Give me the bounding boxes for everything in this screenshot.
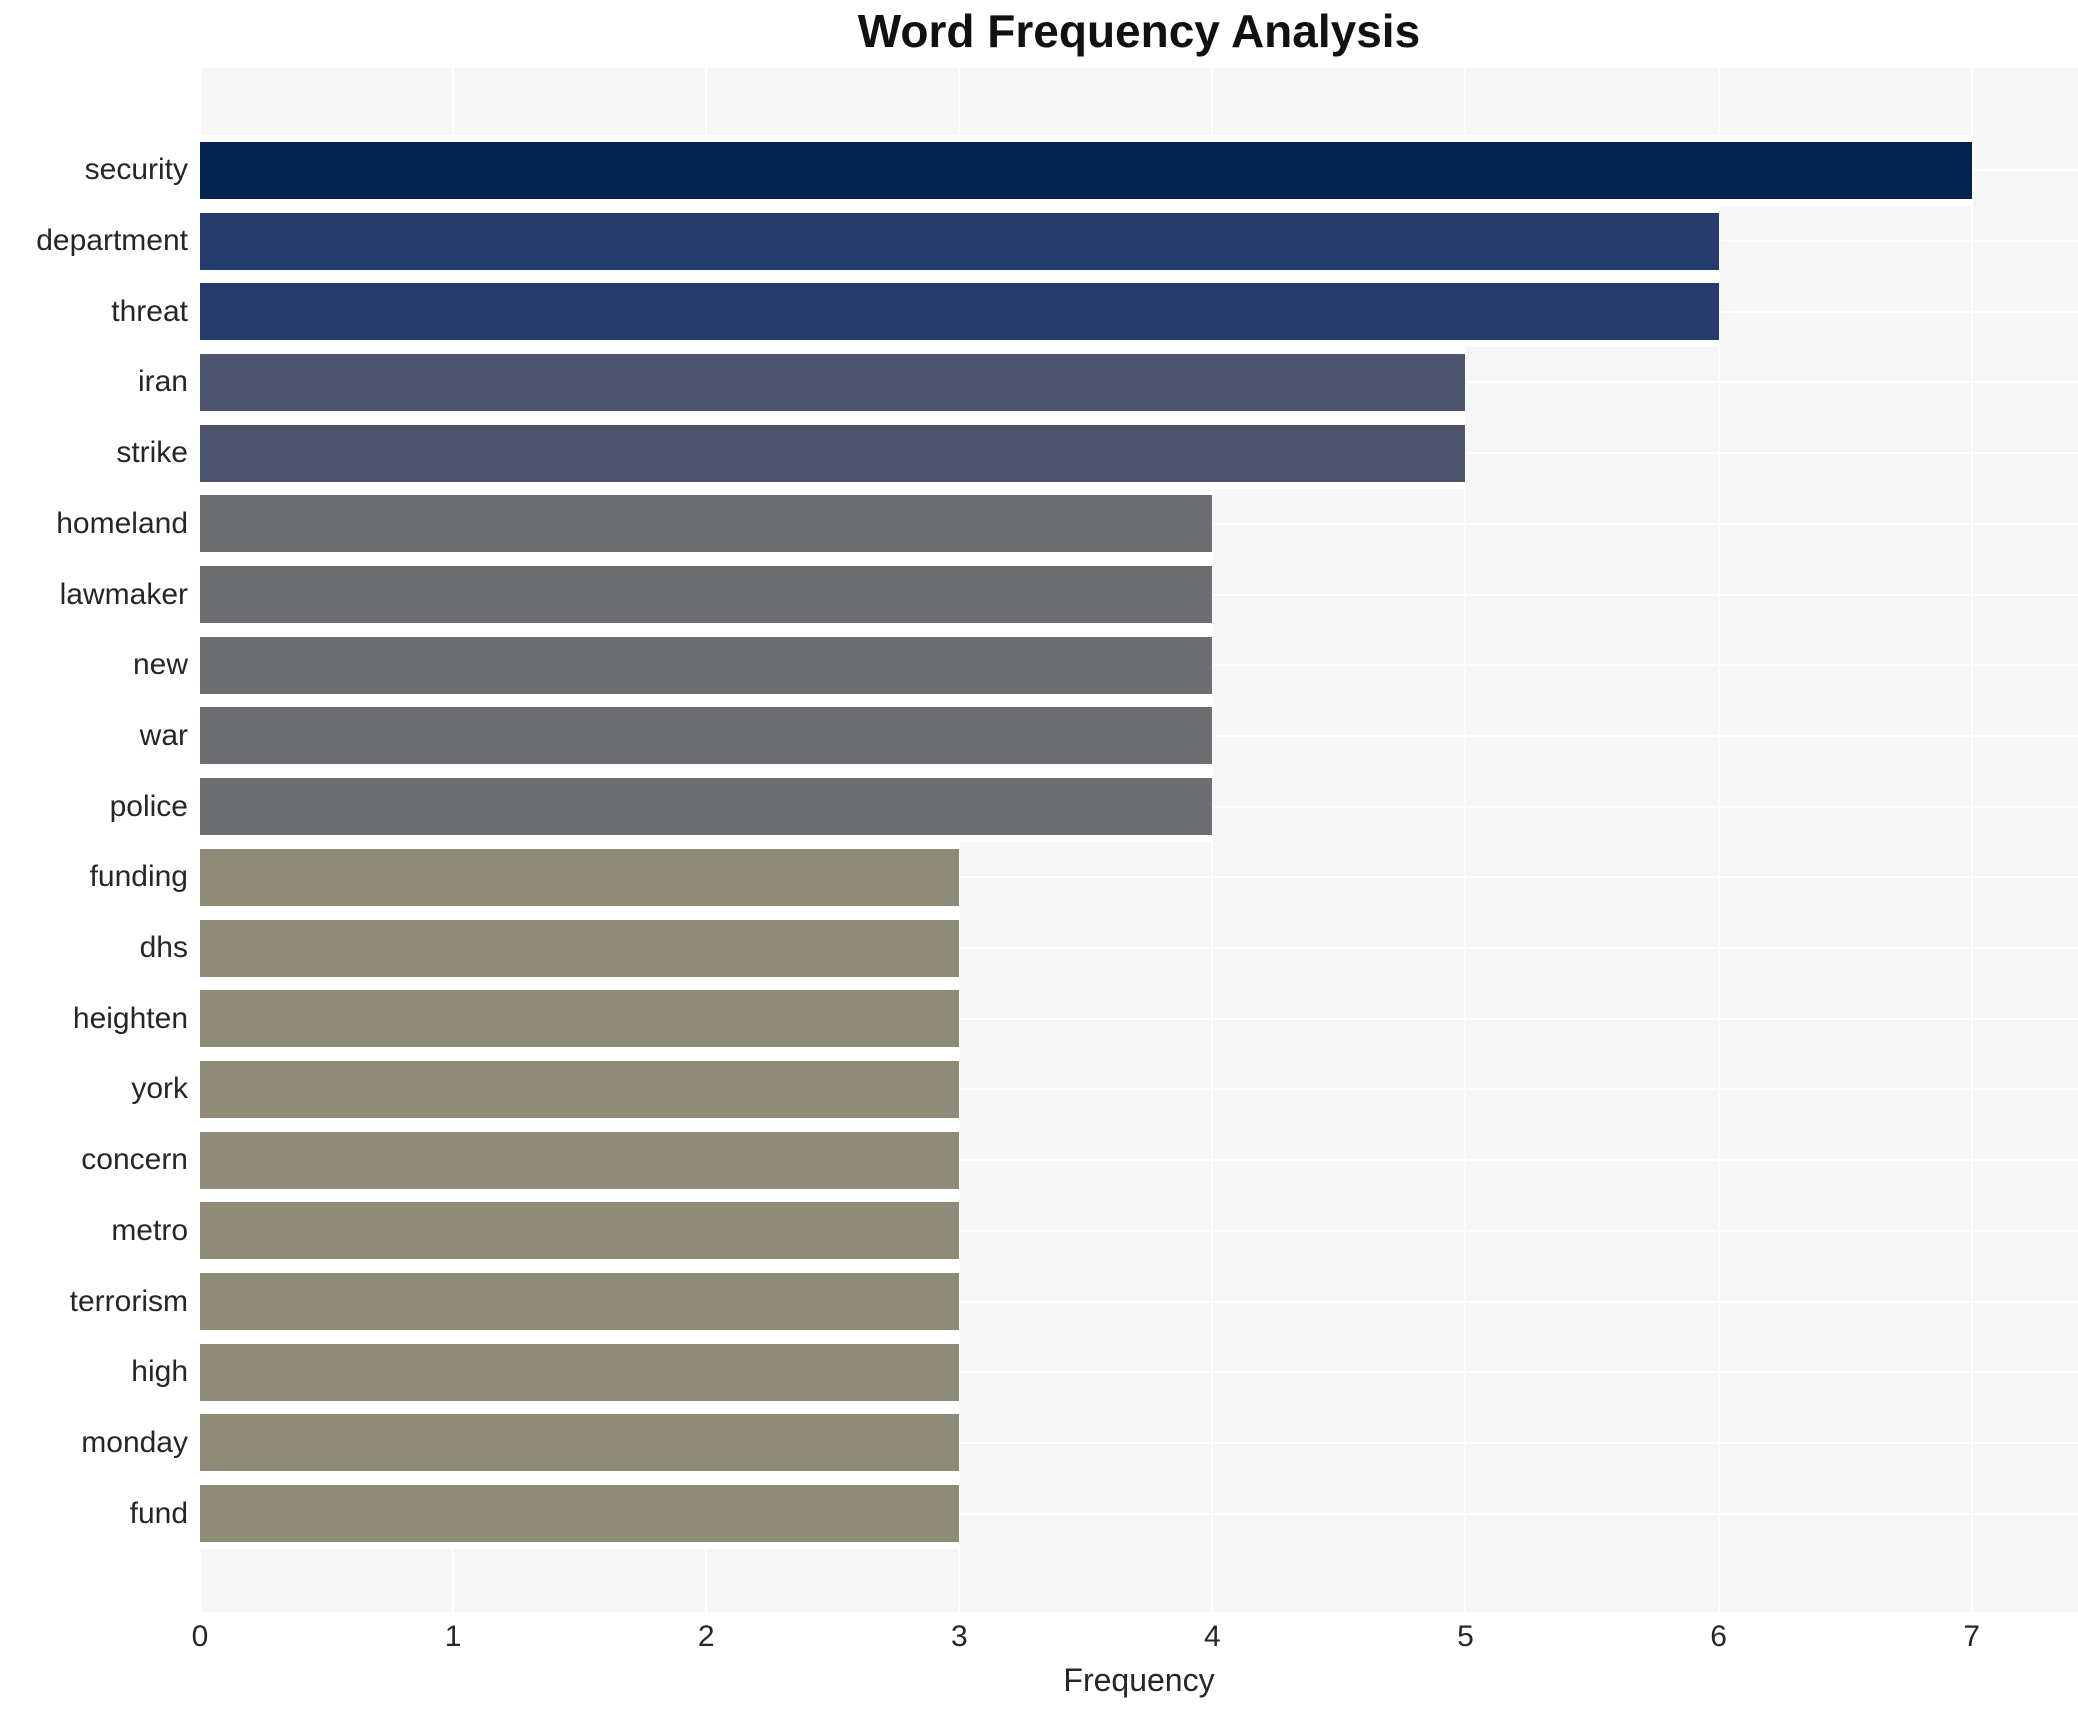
y-tick-label-funding: funding (89, 860, 188, 894)
bar-dhs (200, 912, 960, 984)
y-tick-label-homeland: homeland (56, 506, 188, 540)
bar-heighten (200, 983, 960, 1055)
bar-metro (200, 1195, 960, 1267)
bar-terrorism (200, 1266, 960, 1338)
x-tick-label-0: 0 (191, 1620, 209, 1653)
x-tick-label-1: 1 (444, 1620, 462, 1653)
y-tick-label-terrorism: terrorism (69, 1284, 188, 1318)
gridline-horizontal (200, 1300, 2078, 1303)
bar-strike (200, 417, 1466, 489)
x-axis-title: Frequency (1063, 1662, 1215, 1698)
gridline-vertical (1211, 68, 1214, 1612)
y-axis: security department threat iran strike homela… (0, 0, 188, 1710)
bar-funding (200, 841, 960, 913)
bar-new (200, 629, 1213, 701)
plot-area (200, 68, 2078, 1612)
bar-department (200, 205, 1719, 277)
x-tick-label-4: 4 (1204, 1620, 1221, 1653)
y-tick-label-heighten: heighten (72, 1001, 188, 1035)
x-tick-label-3: 3 (950, 1620, 968, 1653)
bar-threat (200, 276, 1719, 348)
gridline-vertical (1970, 68, 1973, 1612)
gridline-horizontal (200, 947, 2078, 950)
y-tick-label-strike: strike (116, 436, 188, 470)
y-tick-label-monday: monday (81, 1425, 188, 1459)
y-tick-label-metro: metro (111, 1213, 188, 1247)
x-tick-label-2: 2 (697, 1620, 715, 1653)
y-tick-label-new: new (132, 648, 188, 682)
bar-homeland (200, 488, 1213, 560)
gridline-vertical (1464, 68, 1467, 1612)
bar-war (200, 700, 1213, 772)
y-tick-label-dhs: dhs (139, 931, 188, 965)
bar-lawmaker (200, 559, 1213, 631)
x-tick-label-5: 5 (1457, 1620, 1474, 1653)
gridline-horizontal (200, 1159, 2078, 1162)
bar-fund (200, 1478, 960, 1550)
y-tick-label-lawmaker: lawmaker (59, 577, 188, 611)
gridline-horizontal (200, 1371, 2078, 1374)
y-tick-label-war: war (139, 718, 188, 752)
gridline-horizontal (200, 1512, 2078, 1515)
gridline-horizontal (200, 876, 2078, 879)
bar-high (200, 1336, 960, 1408)
y-tick-label-police: police (109, 789, 188, 823)
y-tick-label-concern: concern (81, 1143, 188, 1177)
y-tick-label-threat: threat (111, 294, 188, 328)
y-tick-label-iran: iran (137, 365, 188, 399)
bar-concern (200, 1124, 960, 1196)
bar-iran (200, 346, 1466, 418)
gridline-horizontal (200, 1441, 2078, 1444)
gridline-vertical (1717, 68, 1720, 1612)
bar-police (200, 771, 1213, 843)
y-tick-label-fund: fund (129, 1496, 188, 1530)
x-tick-label-7: 7 (1963, 1620, 1981, 1653)
chart-title: Word Frequency Analysis (857, 5, 1421, 57)
gridline-horizontal (200, 1088, 2078, 1091)
y-tick-label-high: high (131, 1355, 188, 1389)
gridline-horizontal (200, 1017, 2078, 1020)
bar-york (200, 1053, 960, 1125)
bar-monday (200, 1407, 960, 1479)
gridline-horizontal (200, 1229, 2078, 1232)
x-tick-label-6: 6 (1710, 1620, 1727, 1653)
bar-security (200, 134, 1972, 206)
y-tick-label-york: york (131, 1072, 188, 1106)
y-tick-label-security: security (84, 153, 188, 187)
y-tick-label-department: department (36, 224, 188, 258)
